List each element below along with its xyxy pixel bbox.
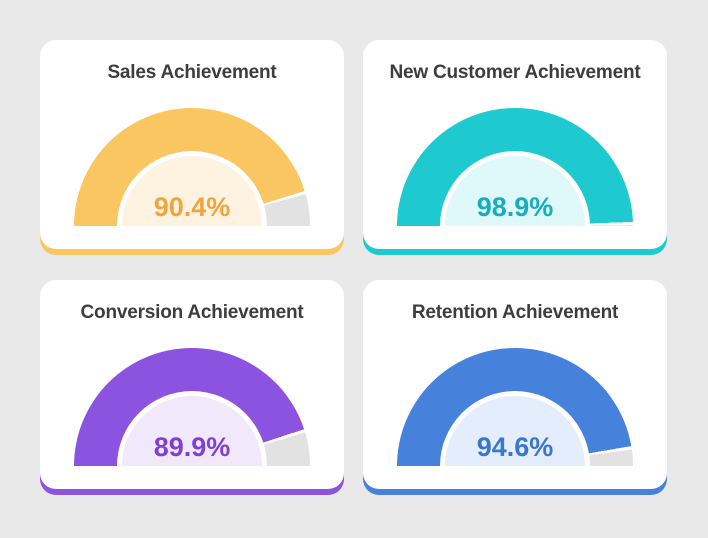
card-title: Conversion Achievement <box>80 302 304 323</box>
gauge-chart: 94.6% <box>397 348 633 466</box>
gauge-chart: 98.9% <box>397 108 633 226</box>
gauge-card-conversion: Conversion Achievement 89.9% <box>40 280 344 489</box>
gauge-value: 89.9% <box>153 432 231 462</box>
gauge-card-retention: Retention Achievement 94.6% <box>363 280 667 489</box>
gauge-card-new-customer: New Customer Achievement 98.9% <box>363 40 667 249</box>
gauge-chart: 89.9% <box>74 348 310 466</box>
gauge-card-sales: Sales Achievement 90.4% <box>40 40 344 249</box>
gauge-value: 94.6% <box>476 432 554 462</box>
card-title: Sales Achievement <box>107 62 277 83</box>
gauge-value: 98.9% <box>476 192 554 222</box>
card-title: Retention Achievement <box>411 302 619 323</box>
gauge-value: 90.4% <box>153 192 231 222</box>
gauge-chart: 90.4% <box>74 108 310 226</box>
card-title: New Customer Achievement <box>389 62 641 83</box>
